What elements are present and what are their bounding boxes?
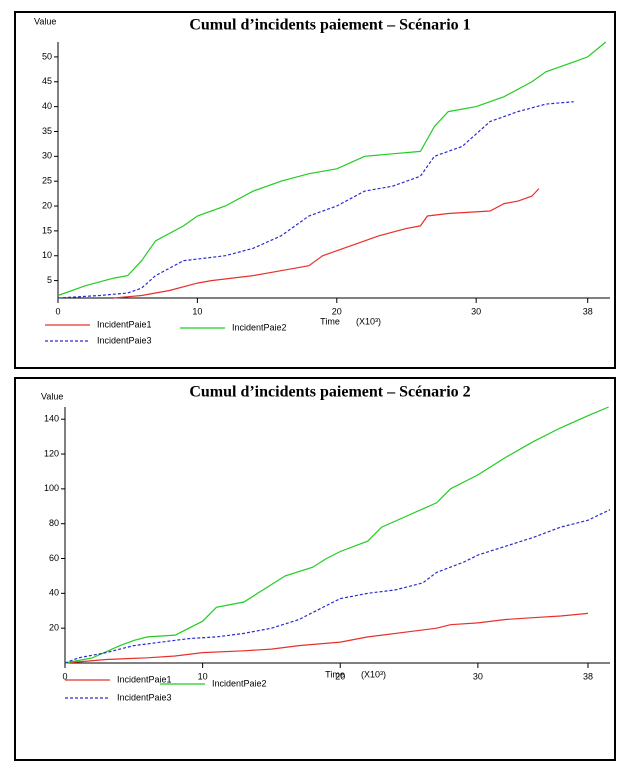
x-tick-label: 30 (471, 306, 481, 316)
chart-frame (14, 11, 616, 369)
x-tick-label: 38 (583, 671, 593, 681)
series-line (113, 188, 540, 299)
y-tick-label: 15 (42, 225, 52, 235)
x-tick-label: 20 (335, 671, 345, 681)
legend-label: IncidentPaie2 (232, 322, 287, 332)
x-tick-label: 10 (198, 671, 208, 681)
y-tick-label: 40 (49, 588, 59, 598)
y-tick-label: 100 (44, 483, 59, 493)
y-tick-label: 45 (42, 76, 52, 86)
series-line (64, 612, 589, 664)
y-tick-label: 35 (42, 126, 52, 136)
x-tick-label: 38 (583, 306, 593, 316)
y-tick-label: 20 (42, 200, 52, 210)
y-tick-label: 80 (49, 518, 59, 528)
x-tick-label: 10 (192, 306, 202, 316)
x-axis-label: Time (325, 669, 345, 679)
series-line (64, 406, 609, 664)
chart-title: Cumul d’incidents paiement – Scénario 1 (189, 17, 470, 34)
chart-title: Cumul d’incidents paiement – Scénario 2 (189, 384, 470, 401)
x-axis-label: Time (320, 316, 340, 326)
x-tick-label: 20 (332, 306, 342, 316)
legend-label: IncidentPaie2 (212, 678, 267, 688)
y-tick-label: 40 (42, 101, 52, 111)
chart-frame (14, 377, 616, 761)
y-tick-label: 140 (44, 414, 59, 424)
x-tick-label: 0 (62, 671, 67, 681)
y-tick-label: 20 (49, 623, 59, 633)
y-axis-label: Value (34, 16, 56, 26)
y-tick-label: 30 (42, 151, 52, 161)
legend-label: IncidentPaie3 (117, 692, 172, 702)
legend-label: IncidentPaie1 (97, 319, 152, 329)
y-tick-label: 25 (42, 176, 52, 186)
legend-label: IncidentPaie3 (97, 335, 152, 345)
series-line (57, 41, 607, 297)
legend-label: IncidentPaie1 (117, 674, 172, 684)
x-tick-label: 0 (55, 306, 60, 316)
y-tick-label: 60 (49, 553, 59, 563)
x-tick-label: 30 (473, 671, 483, 681)
y-tick-label: 120 (44, 448, 59, 458)
x-axis-unit: (X10³) (356, 316, 381, 326)
series-line (64, 509, 611, 664)
x-axis-unit: (X10³) (361, 669, 386, 679)
y-tick-label: 10 (42, 250, 52, 260)
y-tick-label: 5 (47, 275, 52, 285)
series-line (57, 101, 574, 299)
y-tick-label: 50 (42, 51, 52, 61)
y-axis-label: Value (41, 391, 63, 401)
